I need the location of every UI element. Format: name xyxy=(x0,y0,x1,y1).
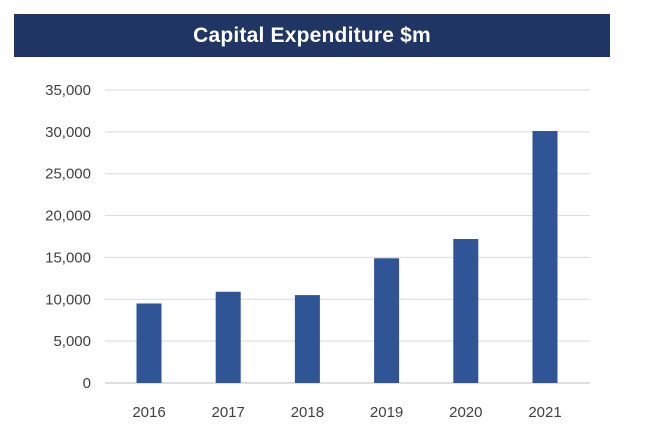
x-tick-label: 2017 xyxy=(212,404,245,421)
chart-title: Capital Expenditure $m xyxy=(193,23,431,47)
y-tick-label: 35,000 xyxy=(45,82,91,99)
bar-2019 xyxy=(374,258,400,383)
y-tick-label: 20,000 xyxy=(45,208,91,225)
bar-2021 xyxy=(532,131,558,383)
x-tick-label: 2021 xyxy=(528,404,561,421)
x-tick-label: 2016 xyxy=(132,404,165,421)
x-tick-label: 2020 xyxy=(449,404,482,421)
y-tick-label: 10,000 xyxy=(45,291,91,308)
bar-2018 xyxy=(294,295,320,383)
bars xyxy=(136,131,558,383)
y-tick-label: 30,000 xyxy=(45,124,91,141)
gridlines xyxy=(105,89,590,384)
y-tick-label: 0 xyxy=(83,375,91,392)
bar-2017 xyxy=(215,291,241,383)
y-axis-ticks: 0 5,000 10,000 15,000 20,000 25,000 30,000 35,0… xyxy=(45,82,91,392)
bar-2016 xyxy=(136,303,162,383)
x-tick-label: 2019 xyxy=(370,404,403,421)
y-tick-label: 25,000 xyxy=(45,166,91,183)
bar-2020 xyxy=(453,239,479,383)
chart-title-bar: Capital Expenditure $m xyxy=(14,14,610,57)
x-axis-ticks: 2016 2017 2018 2019 2020 2021 xyxy=(132,404,561,421)
y-tick-label: 15,000 xyxy=(45,249,91,266)
x-tick-label: 2018 xyxy=(291,404,324,421)
y-tick-label: 5,000 xyxy=(53,333,91,350)
